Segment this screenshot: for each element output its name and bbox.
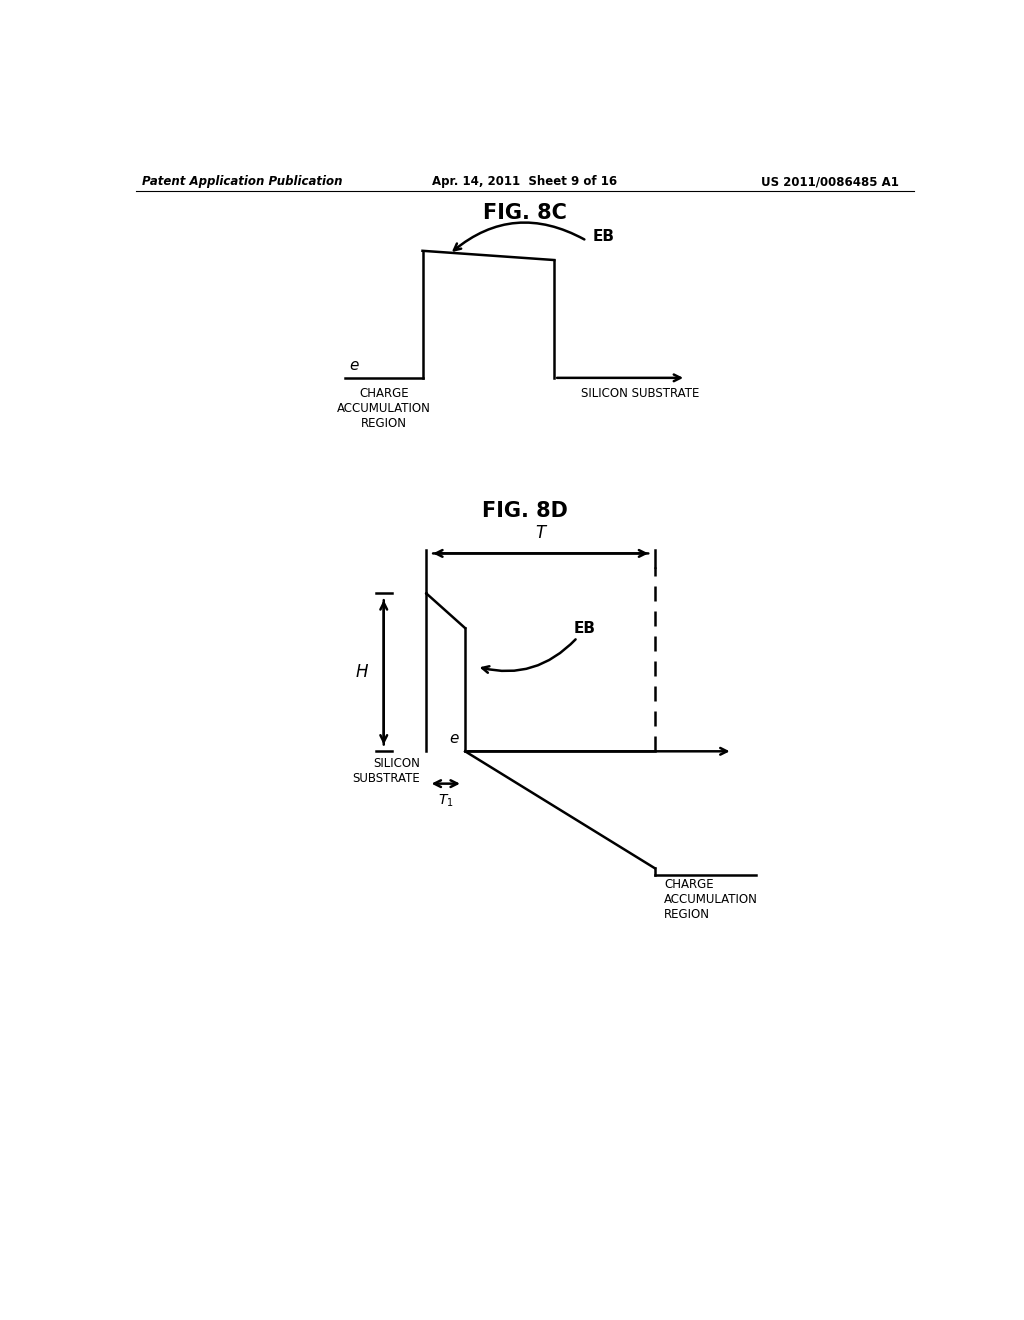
Text: e: e [450, 731, 459, 746]
Text: T$_1$: T$_1$ [438, 793, 454, 809]
Text: FIG. 8D: FIG. 8D [482, 502, 567, 521]
Text: EB: EB [593, 230, 615, 244]
Text: T: T [536, 524, 546, 543]
Text: H: H [355, 664, 369, 681]
Text: Apr. 14, 2011  Sheet 9 of 16: Apr. 14, 2011 Sheet 9 of 16 [432, 176, 617, 189]
Text: Patent Application Publication: Patent Application Publication [142, 176, 342, 189]
Text: SILICON
SUBSTRATE: SILICON SUBSTRATE [352, 758, 420, 785]
Text: US 2011/0086485 A1: US 2011/0086485 A1 [761, 176, 899, 189]
Text: EB: EB [573, 620, 596, 636]
Text: CHARGE
ACCUMULATION
REGION: CHARGE ACCUMULATION REGION [665, 878, 758, 921]
Text: FIG. 8C: FIG. 8C [483, 203, 566, 223]
Text: e: e [349, 358, 358, 374]
Text: SILICON SUBSTRATE: SILICON SUBSTRATE [582, 387, 699, 400]
Text: CHARGE
ACCUMULATION
REGION: CHARGE ACCUMULATION REGION [337, 387, 431, 430]
